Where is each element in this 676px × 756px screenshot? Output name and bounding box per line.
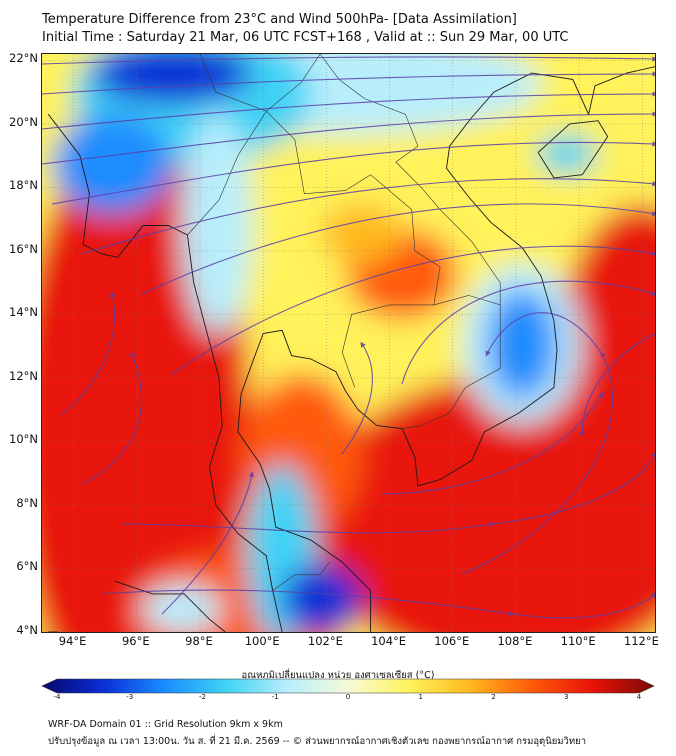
wind-streamline [42, 71, 655, 95]
latitude-label: 4°N [16, 623, 38, 637]
latitude-label: 18°N [9, 178, 38, 193]
latitude-label: 22°N [9, 51, 38, 66]
wind-streamline [171, 245, 655, 375]
longitude-label: 104°E [371, 634, 407, 648]
footer-credit: ปรับปรุงข้อมูล ณ เวลา 13:00น. วัน ส. ที่… [48, 736, 587, 747]
longitude-label: 110°E [560, 634, 596, 648]
longitude-label: 108°E [497, 634, 533, 648]
latitude-label: 14°N [9, 305, 38, 320]
latitude-label: 16°N [9, 241, 38, 256]
latitude-label: 6°N [16, 559, 38, 574]
colorbar-tick-label: -1 [271, 693, 279, 701]
longitude-label: 102°E [307, 634, 343, 648]
colorbar-tick-label: 3 [564, 693, 569, 701]
temperature-wind-map[interactable] [41, 53, 656, 633]
latitude-label: 12°N [9, 368, 38, 383]
latitude-label: 8°N [16, 495, 38, 510]
wind-streamline [401, 280, 655, 385]
wind-streamline [81, 178, 655, 255]
wind-streamline [141, 203, 655, 295]
wind-streamline [101, 589, 655, 619]
footer-model-info: WRF-DA Domain 01 :: Grid Resolution 9km … [48, 719, 283, 730]
longitude-label: 96°E [121, 634, 150, 648]
longitude-label: 98°E [185, 634, 213, 648]
longitude-label: 94°E [58, 634, 87, 648]
wind-streamline [579, 333, 655, 437]
chart-subtitle: Initial Time : Saturday 21 Mar, 06 UTC F… [42, 30, 569, 45]
colorbar-label: อุณหภูมิเปลี่ยนแปลง หน่วย องศาเซลเซียส (… [241, 670, 435, 681]
longitude-label: 112°E [623, 634, 659, 648]
wind-streamline [161, 471, 255, 615]
colorbar-tick-label: -2 [199, 693, 206, 701]
colorbar-tick-label: -4 [53, 693, 61, 701]
colorbar-tick-label: -3 [126, 693, 134, 701]
wind-streamline [51, 141, 655, 205]
wind-streamline [61, 291, 116, 415]
longitude-label: 106°E [434, 634, 470, 648]
latitude-label: 20°N [9, 114, 38, 129]
wind-streamline [81, 351, 142, 485]
wind-streamline [42, 56, 655, 65]
colorbar-tick-label: 2 [491, 693, 496, 701]
chart-title: Temperature Difference from 23°C and Win… [42, 12, 517, 27]
map-canvas [42, 54, 655, 632]
wind-streamline [42, 111, 655, 165]
wind-streamline [341, 341, 373, 455]
colorbar-tick-label: 0 [345, 693, 351, 701]
colorbar [41, 678, 655, 694]
longitude-label: 100°E [244, 634, 280, 648]
colorbar-tick-label: 4 [636, 693, 642, 701]
wind-streamline [42, 91, 655, 130]
wind-streamline [461, 312, 613, 575]
latitude-label: 10°N [9, 432, 38, 447]
colorbar-tick-label: 1 [418, 693, 423, 701]
wind-streamline [121, 451, 655, 534]
